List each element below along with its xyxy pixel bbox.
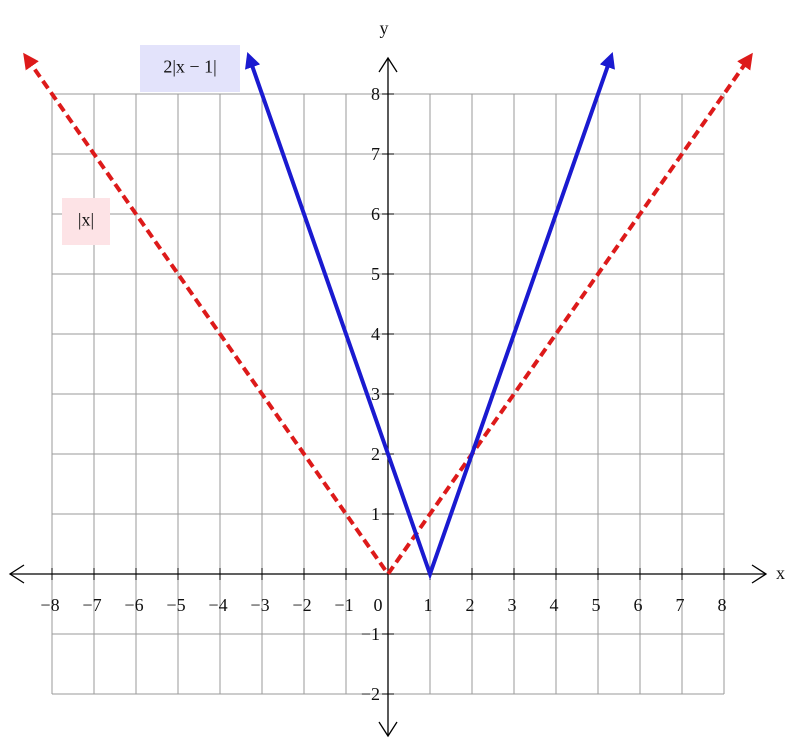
y-tick-label: 2 (371, 444, 380, 464)
y-tick-label: 3 (371, 384, 380, 404)
x-tick-label: −4 (208, 595, 227, 615)
x-tick-label: −8 (40, 595, 59, 615)
x-tick-label: 5 (592, 595, 601, 615)
series-line (245, 51, 615, 581)
y-tick-label: 6 (371, 204, 380, 224)
x-tick-label: −7 (82, 595, 101, 615)
y-axis-label: y (380, 18, 389, 38)
x-tick-label: 6 (634, 595, 643, 615)
x-axis-label: x (776, 563, 785, 583)
y-tick-label: 5 (371, 264, 380, 284)
legend-label: |x| (78, 210, 94, 230)
y-tick-label: 8 (371, 84, 380, 104)
y-tick-label: 4 (371, 324, 380, 344)
legend-label: 2|x − 1| (163, 57, 216, 77)
x-tick-label: −5 (166, 595, 185, 615)
x-tick-label: 4 (550, 595, 559, 615)
x-tick-label: 0 (374, 595, 383, 615)
y-tick-label: −2 (361, 684, 380, 704)
x-tick-label: −2 (292, 595, 311, 615)
x-tick-label: 8 (718, 595, 727, 615)
y-tick-label: 7 (371, 144, 380, 164)
x-tick-label: 2 (466, 595, 475, 615)
x-tick-label: 3 (508, 595, 517, 615)
x-tick-label: −3 (250, 595, 269, 615)
axis-arrow (8, 56, 768, 738)
legend-box (140, 45, 240, 92)
x-tick-label: −6 (124, 595, 143, 615)
y-tick-label: −1 (361, 624, 380, 644)
x-tick-label: −1 (334, 595, 353, 615)
x-tick-label: 1 (424, 595, 433, 615)
x-tick-label: 7 (676, 595, 685, 615)
y-tick-label: 1 (371, 504, 380, 524)
legend-box (62, 198, 110, 245)
